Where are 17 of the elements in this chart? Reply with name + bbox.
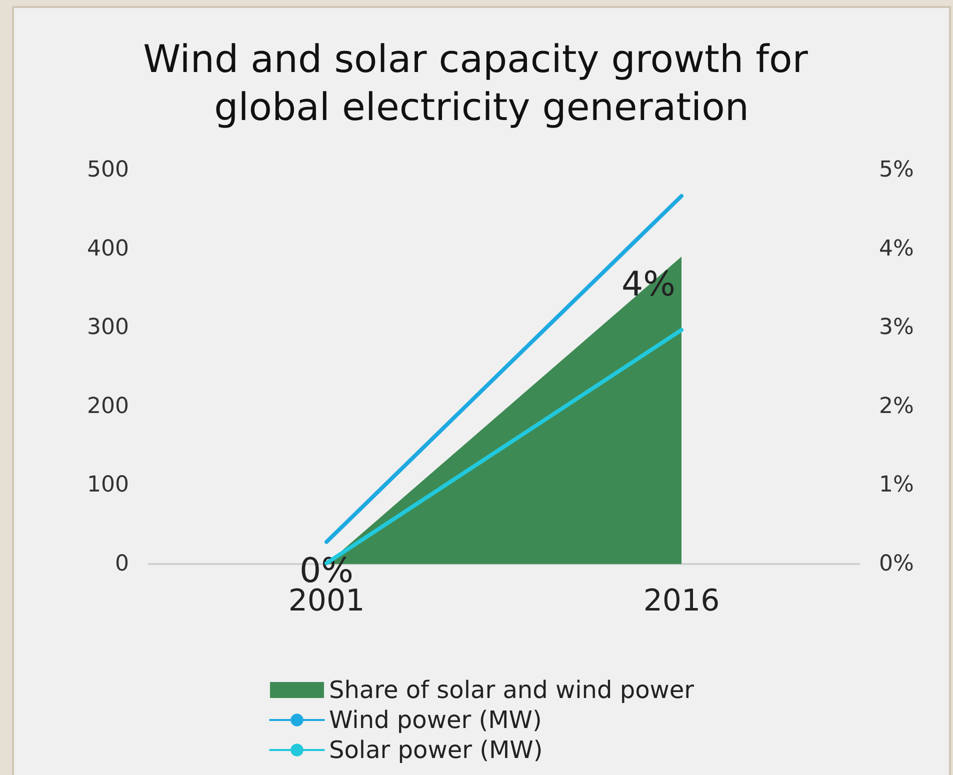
y2-tick-label: 2% xyxy=(879,394,914,419)
y2-tick-label: 4% xyxy=(879,236,914,262)
y2-tick-label: 3% xyxy=(879,315,914,340)
y-tick-label: 100 xyxy=(87,472,129,498)
y-tick-label: 200 xyxy=(87,394,129,419)
x-tick-label: 2016 xyxy=(643,584,720,618)
legend-label: Solar power (MW) xyxy=(328,736,543,764)
y-tick-label: 0 xyxy=(115,552,129,576)
y2-tick-label: 1% xyxy=(879,472,914,498)
y-tick-label: 500 xyxy=(87,158,129,182)
y2-tick-label: 5% xyxy=(879,158,914,182)
y-tick-label: 400 xyxy=(87,236,129,262)
legend-label: Share of solar and wind power xyxy=(328,676,694,704)
y-tick-label: 300 xyxy=(87,315,129,340)
y2-tick-label: 0% xyxy=(879,552,914,576)
legend-label: Wind power (MW) xyxy=(328,706,542,734)
chart-title: Wind and solar capacity growth for global electricity generation xyxy=(143,37,820,129)
